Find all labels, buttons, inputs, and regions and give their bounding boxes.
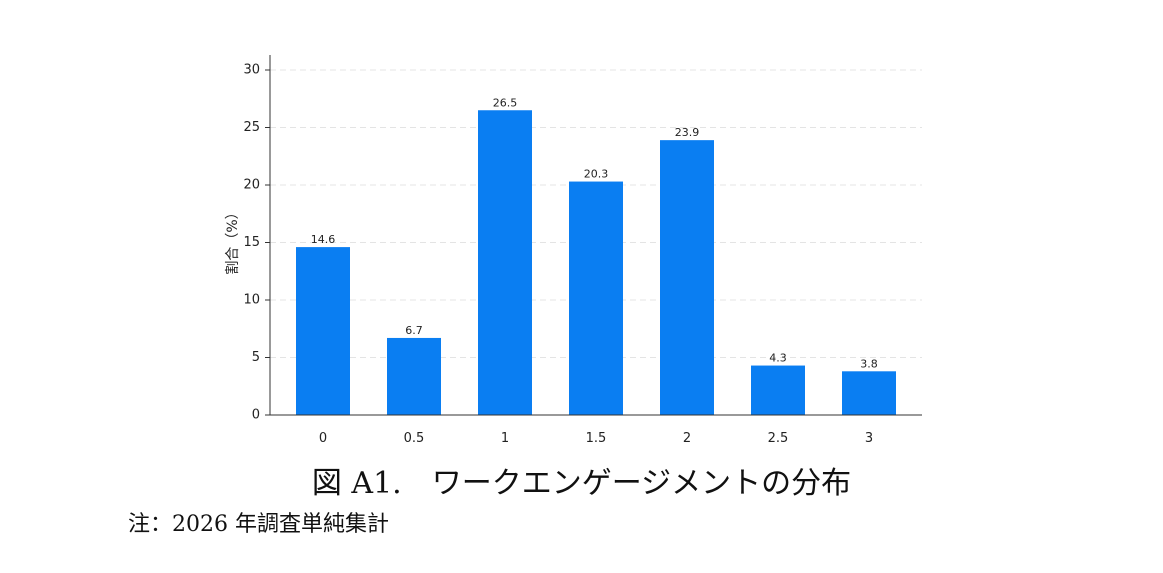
- bar: [387, 337, 441, 415]
- bars: [296, 110, 896, 415]
- x-tick-label: 3: [865, 431, 873, 446]
- y-tick-label: 20: [243, 178, 260, 193]
- bar-value-label: 23.9: [675, 126, 700, 139]
- bar-value-label: 20.3: [584, 168, 609, 181]
- x-tick-label: 1.5: [586, 431, 607, 446]
- y-tick-label: 15: [243, 235, 260, 250]
- bar: [569, 181, 623, 415]
- bar: [478, 110, 532, 415]
- x-tick-label: 2: [683, 431, 691, 446]
- x-tick-label: 0.5: [404, 431, 425, 446]
- bar-data-labels: 14.6 6.7 26.5 20.3 23.9 4.3 3.8: [311, 96, 878, 370]
- bar-value-label: 6.7: [405, 324, 423, 337]
- bar-value-label: 26.5: [493, 96, 518, 109]
- bar: [751, 365, 805, 415]
- bar: [842, 371, 896, 415]
- x-tick-label: 0: [319, 431, 327, 446]
- y-axis-label: 割合（%）: [224, 205, 241, 274]
- figure-caption: 図 A1. ワークエンゲージメントの分布: [311, 466, 852, 501]
- figure-note: 注：2026 年調査単純集計: [128, 512, 389, 537]
- bar: [660, 140, 714, 415]
- x-axis-ticks: 0 0.5 1 1.5 2 2.5 3: [319, 431, 873, 446]
- y-axis-ticks: 0 5 10 15 20 25 30: [243, 63, 270, 423]
- y-tick-label: 5: [252, 350, 260, 365]
- bar: [296, 247, 350, 415]
- y-tick-label: 10: [243, 293, 260, 308]
- bar-value-label: 14.6: [311, 233, 336, 246]
- bar-value-label: 4.3: [769, 352, 787, 365]
- x-tick-label: 2.5: [768, 431, 789, 446]
- y-tick-label: 30: [243, 63, 260, 78]
- y-tick-label: 25: [243, 120, 260, 135]
- x-tick-label: 1: [501, 431, 509, 446]
- bar-value-label: 3.8: [860, 357, 878, 370]
- y-tick-label: 0: [252, 408, 260, 423]
